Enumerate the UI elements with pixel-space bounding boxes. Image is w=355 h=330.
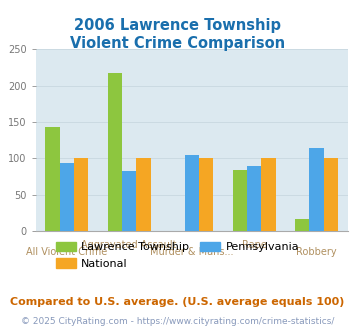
- Text: 2006 Lawrence Township
Violent Crime Comparison: 2006 Lawrence Township Violent Crime Com…: [70, 18, 285, 51]
- Bar: [136, 158, 151, 231]
- Text: All Violent Crime: All Violent Crime: [26, 247, 107, 257]
- Text: © 2025 CityRating.com - https://www.cityrating.com/crime-statistics/: © 2025 CityRating.com - https://www.city…: [21, 317, 334, 326]
- Bar: [247, 166, 261, 231]
- Bar: [45, 127, 60, 231]
- Bar: [199, 158, 213, 231]
- Bar: [295, 219, 310, 231]
- Bar: [108, 73, 122, 231]
- Bar: [324, 158, 338, 231]
- Bar: [261, 158, 276, 231]
- Bar: [74, 158, 88, 231]
- Text: Robbery: Robbery: [296, 247, 337, 257]
- Text: Rape: Rape: [242, 240, 267, 250]
- Text: Murder & Mans...: Murder & Mans...: [150, 247, 234, 257]
- Bar: [60, 163, 74, 231]
- Bar: [310, 148, 324, 231]
- Text: Compared to U.S. average. (U.S. average equals 100): Compared to U.S. average. (U.S. average …: [10, 297, 345, 307]
- Bar: [185, 155, 199, 231]
- Legend: Lawrence Township, National, Pennsylvania: Lawrence Township, National, Pennsylvani…: [56, 242, 299, 269]
- Text: Aggravated Assault: Aggravated Assault: [81, 240, 177, 250]
- Bar: [233, 170, 247, 231]
- Bar: [122, 172, 136, 231]
